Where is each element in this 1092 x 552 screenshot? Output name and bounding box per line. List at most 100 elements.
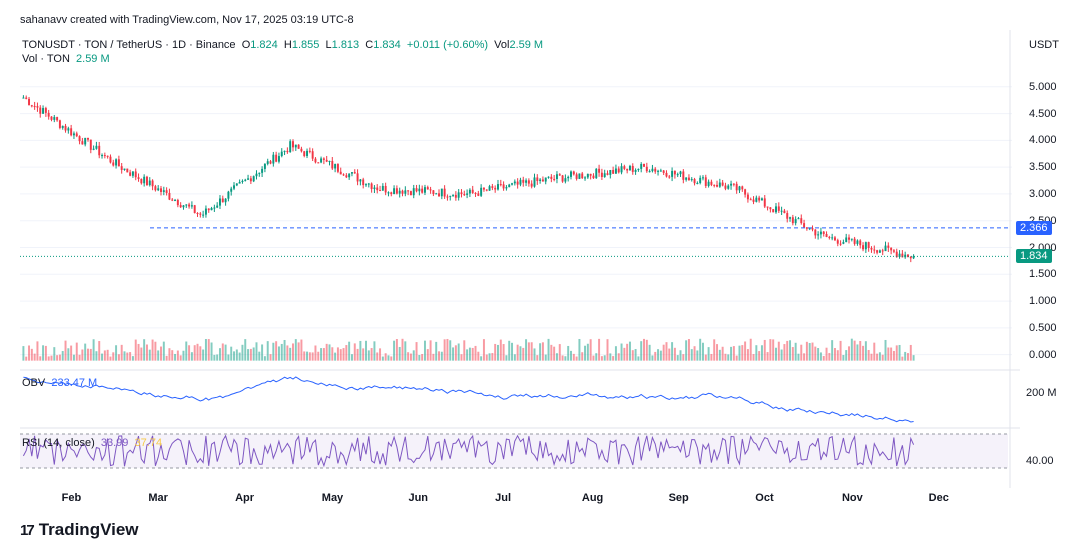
candle-body	[438, 193, 440, 197]
candle-body	[626, 168, 629, 171]
candle-body	[654, 168, 657, 172]
candle-body	[266, 161, 269, 164]
volume-label: Vol · TON	[22, 53, 70, 65]
volume-bar	[247, 349, 250, 361]
volume-bar	[280, 343, 283, 361]
volume-bar	[760, 345, 763, 361]
volume-bar	[117, 354, 120, 361]
candle-body	[485, 189, 488, 191]
price-axis-unit: USDT	[1029, 39, 1059, 51]
volume-bar	[668, 348, 671, 361]
candle-body	[544, 177, 547, 182]
candle-body	[213, 207, 216, 209]
symbol-name[interactable]: TONUSDT · TON / TetherUS · 1D · Binance	[22, 39, 236, 51]
candle-body	[831, 237, 834, 239]
candle-body	[595, 168, 598, 179]
candle-body	[336, 164, 339, 172]
candle-body	[800, 218, 803, 224]
candle-body	[643, 163, 645, 167]
candle-body	[339, 171, 342, 175]
volume-bar	[811, 342, 814, 361]
volume-bar	[72, 354, 75, 361]
candle-body	[780, 210, 783, 212]
volume-bar	[547, 338, 550, 361]
candle-body	[101, 155, 104, 157]
candle-body	[488, 186, 491, 191]
volume-bar	[258, 351, 261, 361]
volume-bar	[61, 351, 64, 361]
volume-bar	[289, 347, 292, 361]
candle-body	[581, 173, 584, 179]
volume-bar	[393, 340, 396, 361]
volume-bar	[690, 349, 693, 361]
volume-bar	[275, 341, 278, 361]
chart-area[interactable]	[20, 30, 1020, 488]
candle-body	[25, 97, 28, 99]
volume-bar	[533, 348, 536, 361]
volume-bar	[249, 348, 252, 361]
volume-bar	[637, 356, 640, 361]
candle-body	[909, 256, 912, 259]
volume-bar	[522, 347, 525, 361]
candle-body	[665, 172, 668, 177]
volume-bar	[505, 355, 508, 361]
volume-bar	[769, 339, 772, 361]
candle-body	[370, 183, 373, 189]
volume-bar	[365, 340, 367, 361]
candle-body	[786, 213, 789, 219]
volume-bar	[115, 345, 118, 361]
candle-body	[497, 184, 499, 190]
volume-bar	[724, 353, 727, 361]
candle-body	[185, 204, 188, 206]
volume-bar	[878, 352, 881, 361]
candle-body	[859, 240, 862, 246]
volume-bar	[654, 351, 657, 361]
candle-body	[856, 240, 859, 244]
candle-body	[803, 223, 806, 228]
open-label: O	[241, 39, 251, 51]
volume-bar	[485, 354, 488, 361]
volume-bar	[272, 342, 275, 361]
volume-bar	[561, 355, 564, 361]
volume-bar	[794, 342, 797, 361]
candle-body	[738, 186, 741, 191]
volume-bar	[56, 355, 59, 361]
candle-body	[628, 165, 631, 171]
candle-body	[58, 120, 61, 128]
candle-body	[415, 188, 418, 192]
volume-bar	[592, 355, 595, 361]
volume-bar	[808, 343, 811, 361]
candle-body	[884, 245, 887, 252]
vol-value: 2.59 M	[509, 39, 544, 51]
volume-bar	[567, 345, 570, 361]
candle-body	[306, 150, 309, 156]
candle-body	[103, 155, 106, 157]
volume-bar	[876, 353, 879, 361]
candle-body	[134, 171, 137, 178]
volume-bar	[443, 339, 446, 361]
candle-body	[112, 162, 115, 166]
candle-body	[474, 192, 477, 194]
candle-body	[179, 205, 182, 208]
volume-bar	[732, 346, 735, 361]
volume-bar	[449, 340, 452, 361]
volume-bar	[126, 352, 129, 361]
candle-body	[137, 177, 140, 179]
volume-bar	[367, 350, 370, 361]
volume-bar	[710, 353, 713, 361]
volume-bar	[336, 347, 339, 361]
candle-body	[145, 176, 148, 186]
candle-body	[471, 189, 474, 193]
candle-body	[494, 187, 497, 190]
chart-canvas[interactable]	[20, 30, 1020, 488]
volume-bar	[140, 347, 143, 361]
volume-bar	[188, 345, 191, 361]
candle-body	[578, 173, 581, 179]
candle-body	[345, 175, 348, 178]
volume-bar	[162, 341, 165, 361]
candle-body	[190, 205, 193, 207]
volume-bar	[895, 345, 898, 361]
candle-body	[676, 174, 679, 176]
volume-bar	[342, 348, 345, 361]
volume-bar	[584, 345, 587, 361]
